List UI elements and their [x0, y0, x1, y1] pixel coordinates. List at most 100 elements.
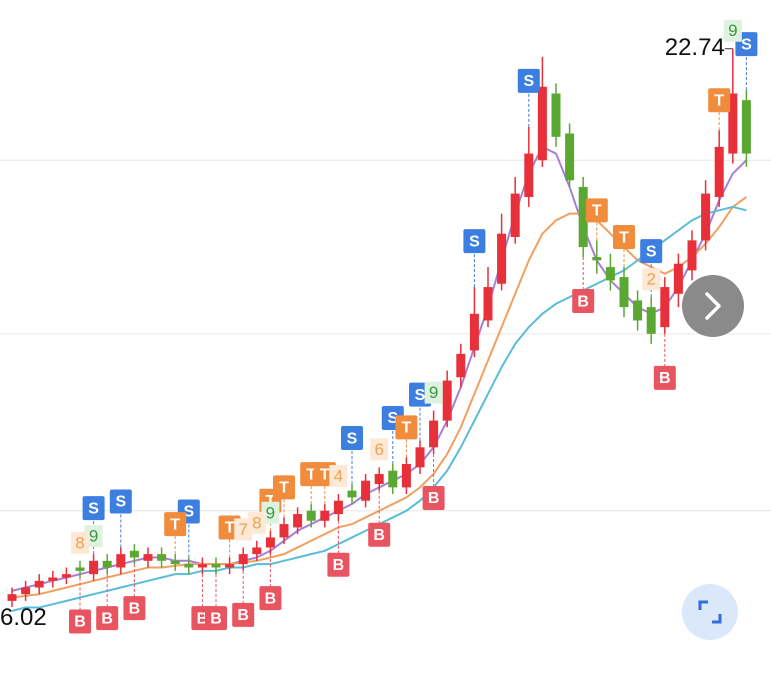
signal-label: B: [577, 293, 589, 310]
candle-body: [116, 554, 126, 568]
signal-badge: [653, 365, 676, 390]
signal-badge: [341, 426, 363, 451]
next-button[interactable]: [682, 275, 744, 337]
signal-label: B: [101, 610, 113, 627]
signal-badge: [205, 606, 227, 631]
signal-badge: [463, 229, 486, 254]
signal-badge: [232, 602, 255, 627]
candle-body: [279, 524, 289, 538]
signal-label: S: [88, 500, 99, 517]
count-label: 8: [75, 533, 84, 552]
candle-body: [347, 490, 357, 498]
signal-badge: [259, 586, 282, 611]
signal-badge: [327, 552, 350, 577]
count-badge: [234, 518, 253, 541]
signal-badge: [708, 88, 731, 113]
signal-label: T: [170, 516, 180, 533]
signal-label: T: [619, 229, 629, 246]
signal-label: B: [210, 610, 222, 627]
next-button-bg[interactable]: [682, 275, 744, 337]
signal-label: B: [659, 370, 671, 387]
candle-body: [619, 277, 629, 308]
candle-body: [143, 554, 153, 561]
signal-label: S: [183, 504, 194, 521]
candles: [7, 48, 751, 607]
count-label: 8: [252, 513, 261, 532]
candle-body: [415, 447, 425, 468]
candle-body: [592, 257, 602, 261]
count-badge: [261, 501, 280, 524]
candle-body: [252, 547, 262, 555]
count-badge: [329, 465, 348, 488]
signal-label: T: [714, 92, 724, 109]
count-label: 9: [89, 527, 98, 546]
next-icon: [705, 292, 721, 320]
candle-body: [89, 560, 99, 575]
signal-badge: [572, 289, 595, 314]
candle-body: [429, 420, 439, 448]
signal-badge: [422, 485, 445, 510]
candle-body: [320, 510, 330, 521]
moving-average: [11, 205, 747, 612]
candle-body: [524, 153, 534, 197]
candle-body: [293, 514, 303, 528]
count-label: 4: [334, 467, 343, 486]
candle-body: [537, 86, 547, 161]
candle-body: [129, 550, 139, 558]
candle-body: [660, 287, 670, 328]
candle-body: [388, 470, 398, 488]
candle-body: [605, 267, 615, 281]
signal-label: B: [129, 600, 141, 617]
signal-badge: [640, 239, 663, 264]
count-badge: [84, 525, 103, 548]
candle-body: [646, 307, 656, 334]
signal-badge: [82, 496, 105, 521]
expand-button[interactable]: [682, 584, 738, 640]
candle-body: [565, 133, 575, 181]
candle-body: [238, 554, 248, 565]
signal-badge: [96, 606, 119, 631]
signal-label: T: [592, 203, 602, 220]
count-label: 9: [728, 21, 737, 40]
candle-body: [211, 564, 221, 568]
signal-label: T: [306, 466, 316, 483]
candle-body: [728, 93, 738, 154]
signal-label: S: [523, 73, 534, 90]
count-label: 2: [646, 270, 655, 289]
signal-badge: [273, 475, 295, 500]
signal-label: B: [74, 614, 86, 631]
candle-body: [75, 567, 85, 571]
candle-body: [578, 186, 588, 248]
candle-body: [374, 474, 384, 485]
candle-body: [456, 353, 466, 378]
signal-label: B: [428, 490, 440, 507]
signal-label: B: [373, 527, 385, 544]
max-label: 22.74: [665, 34, 725, 61]
candle-body: [197, 564, 207, 568]
count-badge: [247, 511, 266, 534]
candle-body: [265, 537, 275, 548]
signal-badge: [395, 415, 418, 440]
count-badge: [642, 268, 661, 291]
candle-body: [741, 100, 751, 154]
candle-body: [7, 594, 17, 601]
signal-label: S: [115, 494, 126, 511]
candle-body: [687, 240, 697, 271]
signal-label: S: [415, 387, 426, 404]
candle-body: [497, 233, 507, 284]
signal-badge: [585, 198, 608, 223]
candle-body: [306, 510, 316, 521]
signal-badge: [69, 609, 91, 634]
candle-body: [442, 380, 452, 421]
candle-body: [510, 193, 520, 238]
candle-body: [102, 560, 112, 568]
expand-button-bg[interactable]: [682, 584, 738, 640]
candle-body: [48, 577, 58, 581]
signal-badge: [164, 512, 187, 537]
signal-badge: [123, 596, 146, 621]
min-label: 6.02: [0, 604, 47, 631]
count-label: 7: [238, 520, 247, 539]
